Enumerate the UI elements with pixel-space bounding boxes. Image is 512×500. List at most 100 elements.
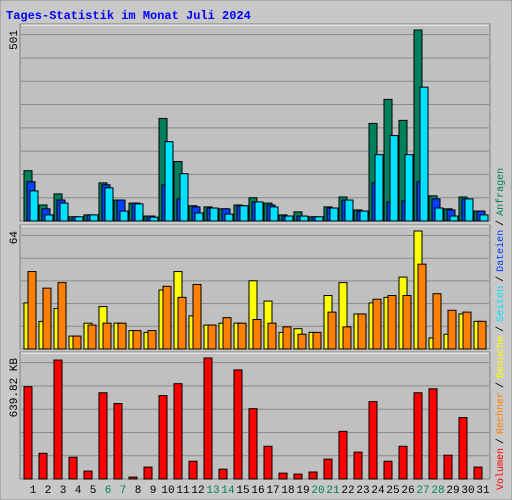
bar [162, 285, 172, 350]
bar [312, 331, 322, 350]
bar [293, 473, 303, 480]
bar [278, 472, 288, 480]
legend-separator: / [495, 220, 507, 226]
bar [299, 215, 309, 222]
bar [173, 383, 183, 480]
bar [464, 198, 474, 222]
x-tick-label: 20 [311, 485, 324, 497]
bar [308, 471, 318, 480]
x-tick-label: 19 [296, 485, 309, 497]
x-tick-label: 7 [120, 485, 127, 497]
bar [98, 392, 108, 480]
legend-entry: Seiten [495, 286, 507, 322]
bar [239, 205, 249, 222]
x-tick-label: 10 [161, 485, 174, 497]
legend-separator: / [495, 326, 507, 332]
bar [389, 135, 399, 222]
bar [297, 333, 307, 350]
bar [374, 154, 384, 222]
bar [147, 330, 157, 350]
x-tick-label: 17 [266, 485, 279, 497]
bar [443, 454, 453, 480]
x-tick-label: 25 [386, 485, 399, 497]
bar [248, 408, 258, 480]
bar [158, 395, 168, 480]
x-tick-label: 27 [416, 485, 429, 497]
bar [179, 173, 189, 222]
bar [479, 214, 489, 222]
x-tick-label: 6 [105, 485, 112, 497]
bar [222, 317, 232, 350]
y-tick-label: 639.82 KB [9, 358, 21, 418]
x-tick-label: 14 [221, 485, 235, 497]
bar [203, 357, 213, 480]
bar [413, 392, 423, 480]
bar [209, 207, 219, 222]
x-tick-label: 29 [446, 485, 459, 497]
x-tick-label: 30 [461, 485, 474, 497]
bar [353, 451, 363, 480]
legend-separator: / [495, 438, 507, 444]
bar [368, 401, 378, 480]
x-tick-label: 5 [90, 485, 97, 497]
bar [192, 283, 202, 350]
bar [57, 282, 67, 350]
bar [38, 452, 48, 480]
bar [132, 330, 142, 350]
bar [87, 324, 97, 350]
legend-entry: Besuche [495, 336, 507, 378]
x-tick-label: 12 [191, 485, 204, 497]
bar [402, 295, 412, 350]
bar [357, 313, 367, 350]
bar [42, 287, 52, 350]
bar [269, 206, 279, 222]
bar [237, 322, 247, 350]
bar [89, 214, 99, 222]
bar [419, 86, 429, 222]
x-tick-label: 23 [356, 485, 369, 497]
x-tick-label: 28 [431, 485, 444, 497]
legend-entry: Rechner [495, 392, 507, 434]
legend: Volumen / Rechner / Besuche / Seiten / Dateien / A… [495, 168, 507, 490]
bar [327, 311, 337, 350]
bar [177, 296, 187, 350]
bar [113, 403, 123, 480]
bar [27, 271, 37, 350]
bar [117, 322, 127, 350]
bar [404, 154, 414, 222]
bar [224, 213, 234, 222]
bar [207, 324, 217, 350]
bar [284, 215, 294, 222]
x-tick-label: 13 [206, 485, 219, 497]
bar [68, 456, 78, 480]
x-tick-label: 31 [476, 485, 490, 497]
x-tick-label: 4 [75, 485, 82, 497]
legend-separator: / [495, 276, 507, 282]
bar [72, 335, 82, 350]
bar [323, 458, 333, 480]
bar [252, 319, 262, 350]
bar [188, 460, 198, 480]
bar [342, 326, 352, 350]
x-tick-label: 18 [281, 485, 294, 497]
bar [417, 263, 427, 350]
bar [53, 359, 63, 480]
bar [387, 295, 397, 350]
bar [434, 207, 444, 222]
chart-title: Tages-Statistik im Monat Juli 2024 [6, 9, 251, 23]
x-tick-label: 2 [45, 485, 52, 497]
x-tick-label: 15 [236, 485, 249, 497]
bar [473, 466, 483, 480]
bar [134, 203, 144, 222]
legend-separator: / [495, 382, 507, 388]
bar [314, 216, 324, 222]
bar [432, 293, 442, 350]
x-tick-label: 11 [176, 485, 190, 497]
x-tick-label: 22 [341, 485, 354, 497]
bar [263, 445, 273, 480]
bar [83, 470, 93, 480]
bar [104, 187, 114, 222]
y-tick-label: 64 [9, 231, 21, 245]
bar [254, 201, 264, 222]
bar [372, 298, 382, 350]
